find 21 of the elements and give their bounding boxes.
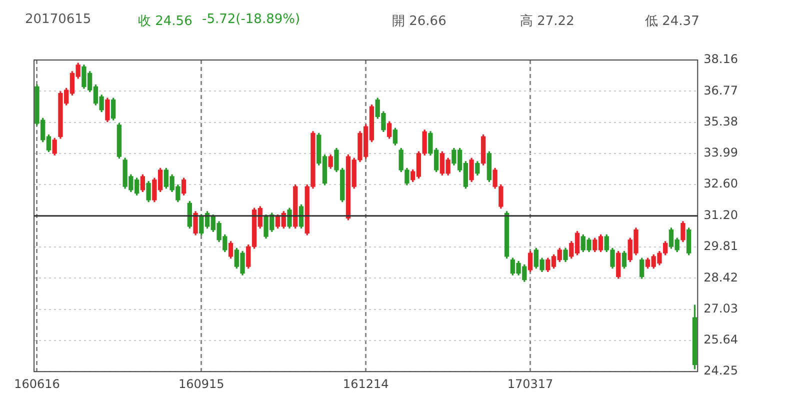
y-tick-label: 28.42	[704, 270, 738, 284]
chart-title: 20170615	[25, 12, 92, 27]
text: 低 24.37	[645, 13, 700, 30]
y-tick-label: 31.20	[704, 208, 738, 222]
y-tick-label: 25.64	[704, 332, 738, 347]
text: 高 27.22	[520, 13, 574, 30]
y-tick-label: 36.77	[704, 83, 738, 98]
x-tick-label: 170317	[507, 376, 554, 391]
y-tick-label: 32.60	[704, 176, 738, 191]
x-tick-label: 160915	[178, 376, 224, 391]
y-tick-label: 33.99	[704, 146, 738, 160]
x-tick-label: 160616	[14, 376, 60, 391]
y-tick-label: 27.03	[704, 301, 738, 316]
y-tick-label: 24.25	[704, 364, 738, 378]
y-tick-label: 29.81	[704, 239, 738, 254]
x-tick-label: 161214	[342, 376, 389, 391]
text: -5.72(-18.89%)	[202, 12, 300, 27]
y-tick-label: 38.16	[704, 52, 738, 66]
text: 收 24.56	[138, 13, 192, 30]
y-tick-label: 35.38	[704, 114, 738, 128]
text: 開 26.66	[392, 13, 446, 30]
